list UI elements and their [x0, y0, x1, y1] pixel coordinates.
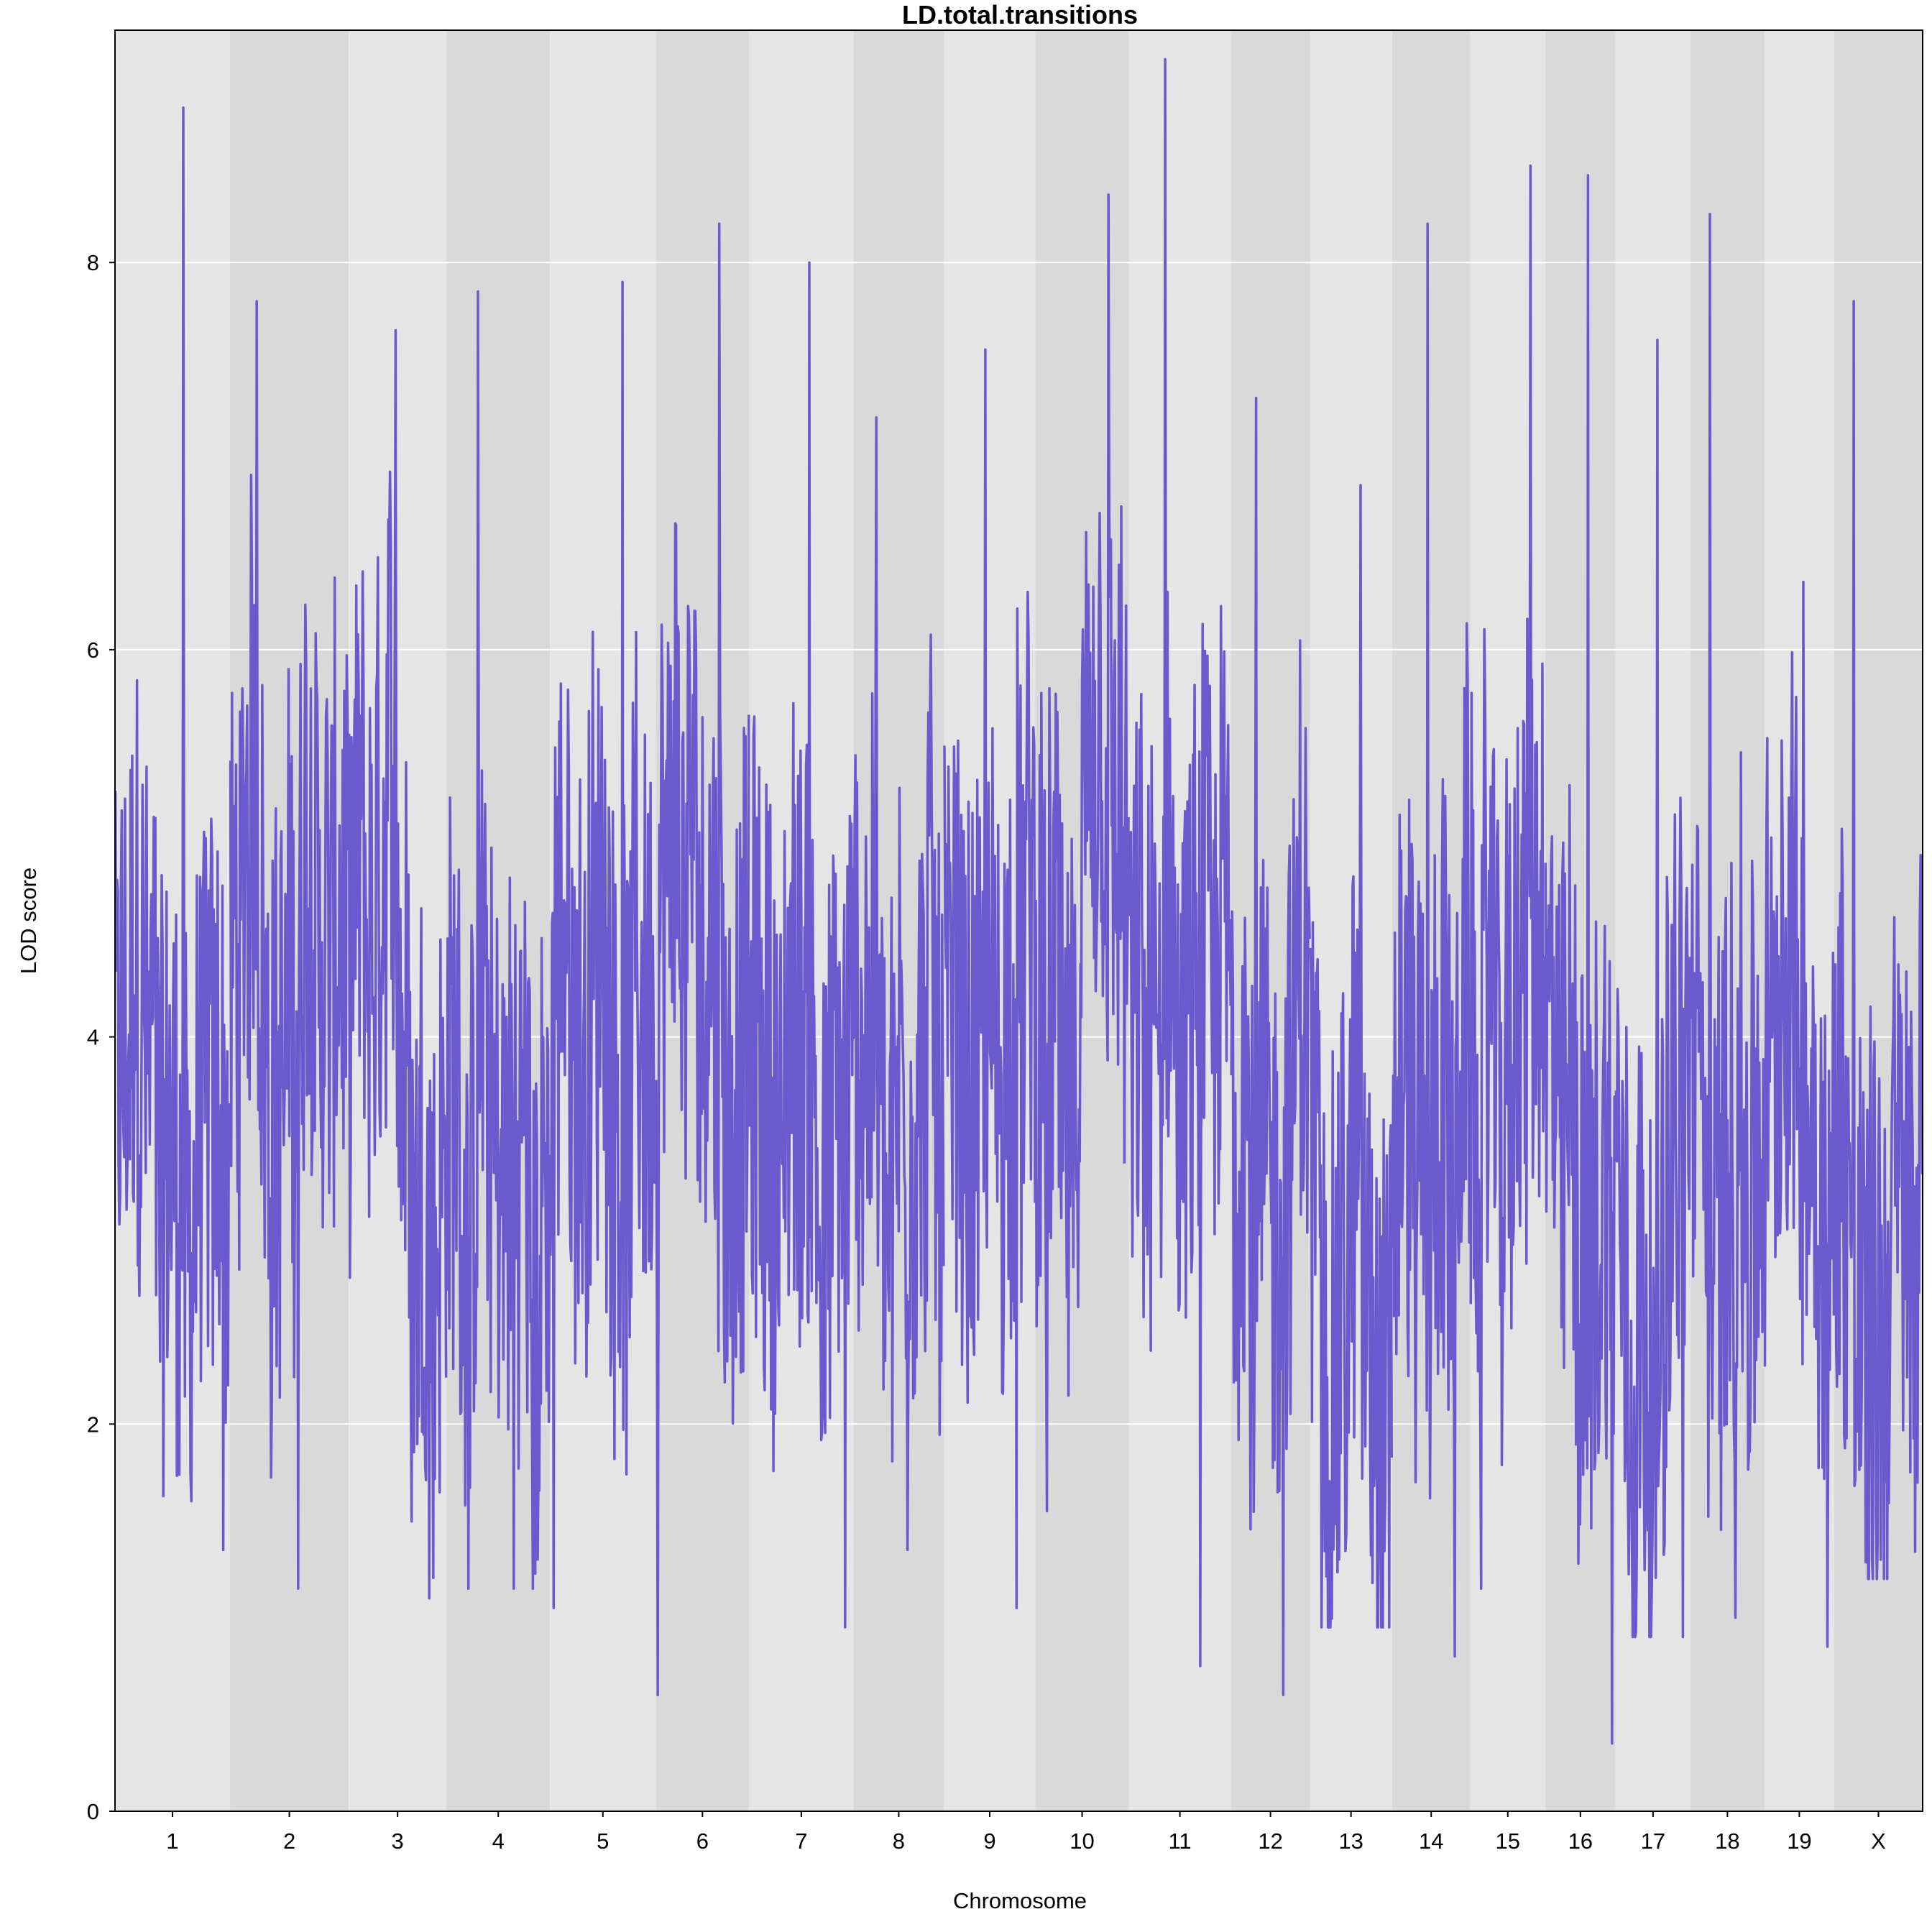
- x-tick-label-7: 7: [795, 1828, 807, 1854]
- y-tick-label-4: 4: [87, 1025, 99, 1050]
- plot-frame: [114, 29, 1923, 1812]
- x-tick-label-15: 15: [1496, 1828, 1520, 1854]
- x-tick-label-8: 8: [893, 1828, 905, 1854]
- x-tick-label-13: 13: [1338, 1828, 1363, 1854]
- chart-title: LD.total.transitions: [902, 0, 1138, 29]
- x-tick-label-17: 17: [1641, 1828, 1665, 1854]
- x-tick-label-2: 2: [283, 1828, 295, 1854]
- y-tick-label-2: 2: [87, 1412, 99, 1437]
- x-tick-label-5: 5: [597, 1828, 609, 1854]
- x-tick-label-19: 19: [1787, 1828, 1811, 1854]
- x-tick-label-16: 16: [1568, 1828, 1593, 1854]
- x-axis: 1 2 3 4 5 6 7 8 9 10 11 12 13 14 15 16 17 18 19 X: [166, 1811, 1886, 1854]
- y-axis: 0 2 4 6 8: [87, 250, 115, 1824]
- x-tick-label-6: 6: [696, 1828, 709, 1854]
- x-tick-label-3: 3: [392, 1828, 404, 1854]
- x-tick-label-1: 1: [166, 1828, 178, 1854]
- y-tick-label-0: 0: [87, 1799, 99, 1824]
- x-axis-label: Chromosome: [953, 1888, 1087, 1913]
- x-tick-label-12: 12: [1258, 1828, 1282, 1854]
- y-axis-label: LOD score: [16, 868, 41, 974]
- x-tick-label-4: 4: [492, 1828, 505, 1854]
- lod-series-line: [114, 58, 1924, 1745]
- x-tick-label-9: 9: [983, 1828, 995, 1854]
- x-tick-label-18: 18: [1715, 1828, 1739, 1854]
- x-tick-label-10: 10: [1070, 1828, 1094, 1854]
- x-tick-label-11: 11: [1168, 1828, 1191, 1854]
- y-tick-label-8: 8: [87, 250, 99, 275]
- x-tick-label-14: 14: [1419, 1828, 1443, 1854]
- y-tick-label-6: 6: [87, 638, 99, 663]
- x-tick-label-X: X: [1871, 1828, 1886, 1854]
- chromosome-band-14: [1392, 30, 1471, 1811]
